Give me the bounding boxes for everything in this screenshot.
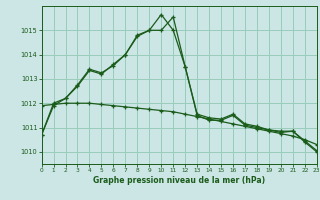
X-axis label: Graphe pression niveau de la mer (hPa): Graphe pression niveau de la mer (hPa) <box>93 176 265 185</box>
